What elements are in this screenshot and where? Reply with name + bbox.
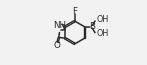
Text: OH: OH bbox=[96, 29, 108, 38]
Text: F: F bbox=[72, 7, 77, 16]
Text: B: B bbox=[89, 22, 95, 31]
Text: NH: NH bbox=[54, 21, 67, 30]
Text: O: O bbox=[53, 41, 60, 50]
Text: OH: OH bbox=[96, 15, 108, 25]
